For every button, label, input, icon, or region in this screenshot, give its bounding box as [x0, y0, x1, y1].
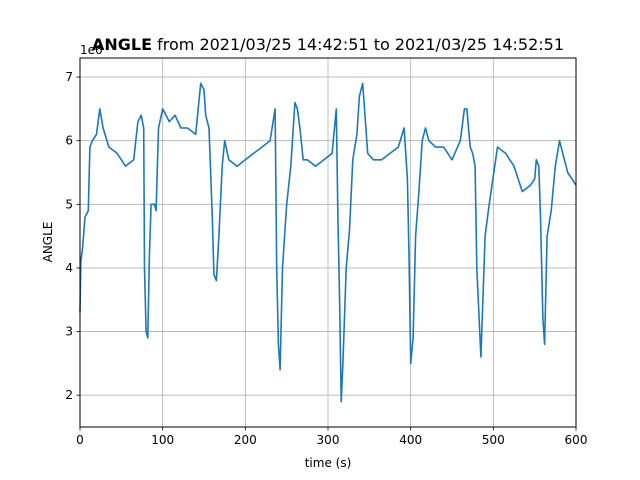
x-tick-label: 300 — [317, 433, 340, 447]
chart-title: ANGLE from 2021/03/25 14:42:51 to 2021/0… — [92, 35, 564, 54]
series-line — [79, 82, 577, 403]
y-tick-label: 3 — [65, 325, 73, 339]
grid — [79, 58, 577, 427]
x-tick-label: 600 — [565, 433, 588, 447]
x-tick-label: 0 — [76, 433, 84, 447]
x-tick-label: 400 — [399, 433, 422, 447]
x-axis: 0 100 200 300 400 500 600 — [76, 427, 587, 447]
chart-title-bold: ANGLE — [92, 35, 152, 54]
y-axis: 2 3 4 5 6 7 — [65, 70, 80, 402]
x-tick-label: 100 — [151, 433, 174, 447]
y-tick-label: 4 — [65, 261, 73, 275]
y-tick-label: 2 — [65, 388, 73, 402]
chart-title-rest: from 2021/03/25 14:42:51 to 2021/03/25 1… — [152, 35, 564, 54]
y-tick-label: 6 — [65, 134, 73, 148]
x-tick-label: 500 — [482, 433, 505, 447]
plot-area — [79, 82, 577, 403]
y-axis-label: ANGLE — [41, 222, 55, 263]
y-tick-label: 5 — [65, 197, 73, 211]
offset-text: 1e6 — [80, 43, 103, 57]
x-axis-label: time (s) — [305, 456, 352, 470]
x-tick-label: 200 — [234, 433, 257, 447]
y-tick-label: 7 — [65, 70, 73, 84]
